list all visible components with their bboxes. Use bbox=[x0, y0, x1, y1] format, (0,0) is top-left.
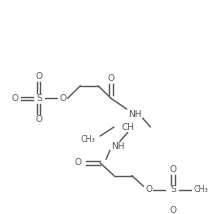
Text: O: O bbox=[75, 158, 82, 168]
Text: S: S bbox=[170, 185, 176, 194]
Text: O: O bbox=[170, 206, 177, 214]
Text: O: O bbox=[35, 72, 42, 81]
Text: O: O bbox=[146, 185, 153, 194]
Text: O: O bbox=[12, 94, 19, 103]
Text: O: O bbox=[59, 94, 66, 103]
Text: O: O bbox=[108, 74, 115, 83]
Text: CH₃: CH₃ bbox=[81, 135, 96, 144]
Text: S: S bbox=[36, 94, 42, 103]
Text: CH₃: CH₃ bbox=[193, 185, 208, 194]
Text: NH: NH bbox=[128, 110, 141, 119]
Text: O: O bbox=[35, 115, 42, 124]
Text: CH: CH bbox=[121, 123, 134, 132]
Text: O: O bbox=[170, 165, 177, 174]
Text: NH: NH bbox=[111, 142, 125, 151]
